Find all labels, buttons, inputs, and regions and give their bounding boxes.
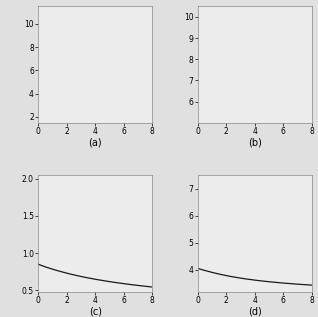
X-axis label: (c): (c)	[89, 306, 102, 316]
X-axis label: (b): (b)	[248, 137, 262, 147]
X-axis label: (d): (d)	[248, 306, 261, 316]
X-axis label: (a): (a)	[88, 137, 102, 147]
